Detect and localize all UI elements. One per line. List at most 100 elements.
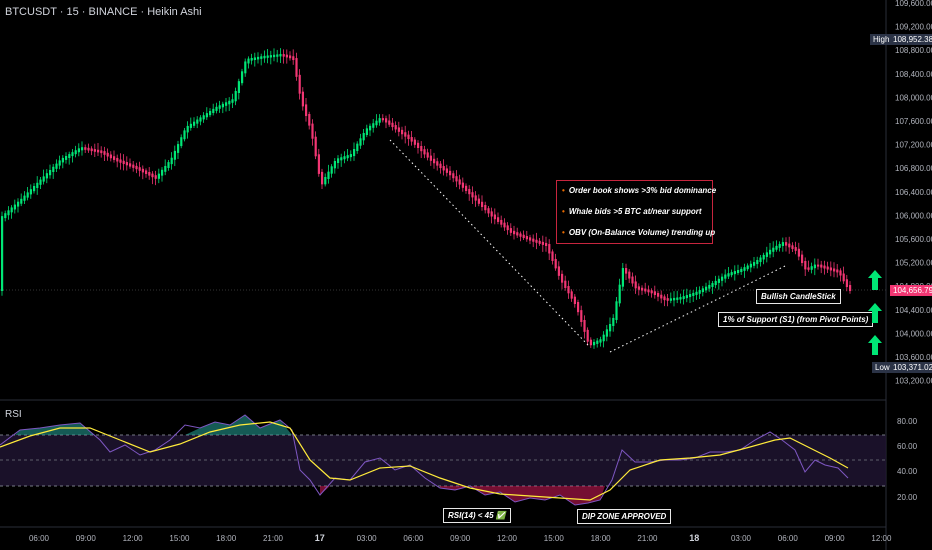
candle-body bbox=[781, 242, 784, 246]
candle-body bbox=[637, 286, 640, 290]
candle-body bbox=[653, 291, 656, 296]
candle-body bbox=[205, 113, 208, 118]
candle-body bbox=[519, 233, 522, 237]
candle-body bbox=[356, 143, 359, 151]
dip-zone-label[interactable]: DIP ZONE APPROVED bbox=[577, 509, 672, 524]
candle-body bbox=[122, 160, 125, 165]
candle-body bbox=[173, 150, 176, 160]
candle-body bbox=[711, 283, 714, 287]
candle-body bbox=[29, 189, 32, 195]
candle-body bbox=[493, 214, 496, 220]
candle-body bbox=[823, 265, 826, 269]
price-tick-label: 105,200.00 bbox=[895, 259, 932, 268]
high-label: High bbox=[870, 34, 893, 45]
rsi-moving-average bbox=[0, 421, 849, 501]
candle-body bbox=[801, 254, 804, 263]
arrow-up-icon bbox=[868, 335, 882, 355]
candle-body bbox=[42, 176, 45, 182]
symbol-title[interactable]: BTCUSDT · 15 · BINANCE · Heikin Ashi bbox=[5, 6, 202, 18]
candle-body bbox=[151, 173, 154, 178]
candle-body bbox=[724, 274, 727, 279]
candle-body bbox=[333, 161, 336, 169]
candle-body bbox=[538, 240, 541, 244]
time-tick-label: 12:00 bbox=[497, 534, 518, 543]
candle-body bbox=[804, 261, 807, 270]
candle-body bbox=[580, 310, 583, 322]
rsi-tick-label: 60.00 bbox=[897, 442, 918, 451]
price-tick-label: 109,200.00 bbox=[895, 23, 932, 32]
price-tick-label: 104,400.00 bbox=[895, 306, 932, 315]
candle-body bbox=[650, 290, 653, 294]
candle-body bbox=[161, 169, 164, 176]
rsi-title[interactable]: RSI bbox=[5, 409, 22, 420]
bullet-item: • OBV (On-Balance Volume) trending up bbox=[562, 228, 716, 237]
price-axis[interactable]: 109,600.00 109,200.00 108,800.00 108,400.00… bbox=[895, 0, 932, 386]
candle-body bbox=[727, 273, 730, 277]
price-tick-label: 109,600.00 bbox=[895, 0, 932, 8]
candle-body bbox=[842, 273, 845, 282]
candle-body bbox=[77, 148, 80, 153]
candle-body bbox=[586, 329, 589, 342]
candle-body bbox=[778, 243, 781, 248]
candle-body bbox=[196, 119, 199, 124]
rsi-tick-label: 20.00 bbox=[897, 493, 918, 502]
candle-body bbox=[65, 156, 68, 160]
candle-body bbox=[317, 154, 320, 174]
candle-body bbox=[433, 158, 436, 164]
bullish-candlestick-label[interactable]: Bullish CandleStick bbox=[756, 289, 841, 304]
candle-body bbox=[209, 111, 212, 116]
candle-body bbox=[81, 147, 84, 151]
candle-body bbox=[749, 263, 752, 268]
candle-body bbox=[567, 286, 570, 294]
candle-body bbox=[717, 278, 720, 283]
candle-body bbox=[474, 195, 477, 201]
candle-body bbox=[324, 177, 327, 185]
high-value: 108,952.38 bbox=[890, 34, 932, 45]
arrow-up-icon bbox=[868, 303, 882, 323]
candle-body bbox=[157, 173, 160, 179]
candle-body bbox=[458, 179, 461, 185]
candle-body bbox=[154, 175, 157, 179]
candlestick-series bbox=[1, 48, 852, 349]
candle-body bbox=[602, 334, 605, 342]
bullet-item: • Whale bids >5 BTC at/near support bbox=[562, 207, 702, 216]
rsi-axis[interactable]: 80.00 60.00 40.00 20.00 bbox=[897, 417, 918, 502]
candle-body bbox=[381, 118, 384, 121]
price-tick-label: 108,400.00 bbox=[895, 70, 932, 79]
candle-body bbox=[455, 176, 458, 182]
candle-body bbox=[375, 120, 378, 126]
time-tick-label: 06:00 bbox=[29, 534, 50, 543]
candle-body bbox=[679, 297, 682, 300]
candle-body bbox=[413, 139, 416, 145]
candle-body bbox=[644, 288, 647, 292]
dot-icon: • bbox=[562, 207, 565, 216]
candle-body bbox=[468, 189, 471, 195]
time-tick-label: 09:00 bbox=[825, 534, 846, 543]
candle-body bbox=[794, 247, 797, 251]
candle-body bbox=[391, 122, 394, 128]
support-label[interactable]: 1% of Support (S1) (from Pivot Points) bbox=[718, 312, 874, 327]
candle-body bbox=[397, 127, 400, 132]
candle-body bbox=[145, 170, 148, 174]
rsi-overbought-fill bbox=[15, 415, 292, 435]
candle-body bbox=[701, 288, 704, 293]
candle-body bbox=[36, 182, 39, 188]
candle-body bbox=[13, 204, 16, 210]
price-tick-label: 107,600.00 bbox=[895, 117, 932, 126]
orderflow-annotation-box[interactable]: • Order book shows >3% bid dominance • Wha… bbox=[556, 180, 716, 244]
candle-body bbox=[330, 166, 333, 174]
rsi-threshold-label[interactable]: RSI(14) < 45 ✅ bbox=[443, 508, 511, 523]
candle-body bbox=[753, 262, 756, 266]
candle-body bbox=[807, 267, 810, 270]
time-tick-label: 18:00 bbox=[216, 534, 237, 543]
candle-body bbox=[372, 123, 375, 128]
candle-body bbox=[180, 137, 183, 147]
candle-body bbox=[708, 284, 711, 289]
candle-body bbox=[359, 138, 362, 146]
time-axis[interactable]: 06:00 09:00 12:00 15:00 18:00 21:00 17 03:00 06:… bbox=[29, 533, 892, 543]
candle-body bbox=[177, 144, 180, 153]
candle-body bbox=[490, 211, 493, 217]
candle-body bbox=[612, 317, 615, 326]
candle-body bbox=[93, 149, 96, 152]
